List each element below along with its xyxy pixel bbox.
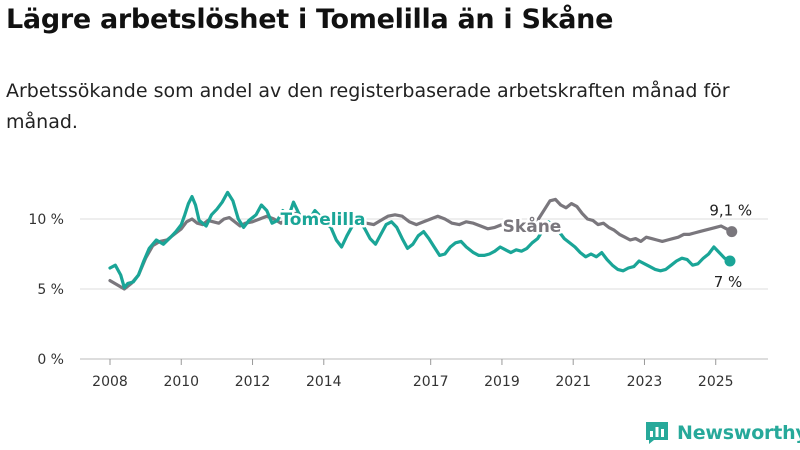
x-tick-label: 2019 [484,374,520,390]
x-axis: 2008 2010 2012 2014 2017 2019 2021 2023 2025 [92,359,734,390]
x-tick-label: 2012 [235,374,271,390]
series-line-tomelilla [108,190,732,290]
y-tick-label: 10 % [28,212,64,228]
bar-chart-logo-icon [646,422,668,444]
brand-name: Newsworthy [677,422,800,444]
x-tick-label: 2021 [555,374,591,390]
grid-lines: 0 % 5 % 10 % [28,212,768,368]
x-tick-label: 2008 [92,374,128,390]
x-tick-label: 2010 [163,374,199,390]
series-labels: 9,1 % 7 % Tomelilla Skåne [278,202,752,291]
x-tick-label: 2025 [698,374,734,390]
end-value-label-tomelilla: 7 % [714,273,743,291]
x-tick-label: 2023 [627,374,663,390]
chart-title: Lägre arbetslöshet i Tomelilla än i Skån… [6,4,614,35]
y-tick-label: 5 % [37,282,64,298]
y-tick-label: 0 % [37,352,64,368]
end-point-skane [726,226,738,238]
series-line-skane [108,197,734,291]
end-value-label-skane: 9,1 % [709,202,752,220]
newsworthy-brand: Newsworthy [645,421,800,445]
series-label-skane: Skåne [503,215,562,237]
series-lines [108,190,738,291]
x-tick-label: 2014 [306,374,342,390]
series-label-tomelilla: Tomelilla [280,210,365,230]
end-point-tomelilla [724,255,736,267]
chart-subtitle: Arbetssökande som andel av den registerb… [6,80,730,133]
x-tick-label: 2017 [413,374,449,390]
